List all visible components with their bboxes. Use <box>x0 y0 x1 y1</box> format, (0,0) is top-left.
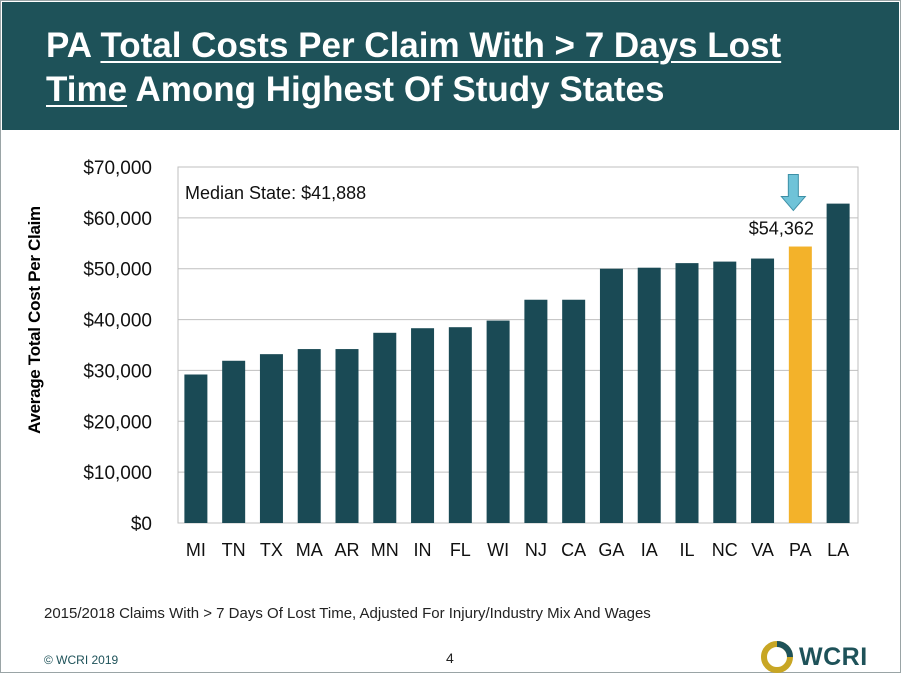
x-tick-label: LA <box>827 540 849 560</box>
title-part-2: Among Highest Of Study States <box>127 70 665 109</box>
wcri-logo: WCRI <box>760 640 868 674</box>
bar-il <box>675 263 699 523</box>
y-tick-label: $0 <box>131 514 152 535</box>
wcri-logo-icon <box>761 641 793 673</box>
bar-ia <box>637 267 661 523</box>
bar-nc <box>713 261 737 523</box>
y-tick-label: $10,000 <box>83 463 152 484</box>
y-tick-label: $30,000 <box>83 361 152 382</box>
x-tick-label: IL <box>679 540 694 560</box>
bar-la <box>826 203 850 524</box>
copyright: © WCRI 2019 <box>44 653 119 667</box>
title-part-1: PA <box>46 26 101 65</box>
x-tick-label: NC <box>712 540 738 560</box>
bar-va <box>751 258 775 523</box>
bar-mn <box>373 332 397 523</box>
bar-nj <box>524 299 548 523</box>
x-tick-label: TN <box>222 540 246 560</box>
x-tick-label: MA <box>296 540 323 560</box>
logo-text: WCRI <box>799 642 868 671</box>
x-tick-label: TX <box>260 540 283 560</box>
x-tick-label: IA <box>641 540 658 560</box>
plot-area-border <box>177 166 859 524</box>
bar-pa <box>788 246 812 523</box>
bar-tx <box>259 354 283 523</box>
y-tick-label: $20,000 <box>83 412 152 433</box>
footnote: 2015/2018 Claims With > 7 Days Of Lost T… <box>44 605 651 622</box>
x-tick-label: NJ <box>525 540 547 560</box>
y-tick-label: $40,000 <box>83 311 152 332</box>
slide-title: PA Total Costs Per Claim With > 7 Days L… <box>46 24 866 112</box>
header-banner: PA Total Costs Per Claim With > 7 Days L… <box>2 2 899 130</box>
x-tick-label: MI <box>186 540 206 560</box>
bar-ga <box>599 268 623 523</box>
bar-in <box>411 328 435 523</box>
median-annotation: Median State: $41,888 <box>185 183 367 203</box>
x-tick-label: FL <box>450 540 471 560</box>
x-tick-label: GA <box>598 540 624 560</box>
y-tick-label: $50,000 <box>83 260 152 281</box>
highlight-data-label: $54,362 <box>749 219 814 239</box>
title-underlined-2: Time <box>46 70 128 109</box>
bar-chart: $0 $10,000 $20,000 $30,000 $40,000 $50,000 $60… <box>83 158 859 560</box>
page-number: 4 <box>446 650 454 666</box>
bar-ca <box>562 299 586 523</box>
x-tick-label: CA <box>561 540 586 560</box>
highlight-arrow-icon <box>780 174 807 212</box>
bar-ar <box>335 349 359 523</box>
bar-fl <box>448 327 472 523</box>
bar-wi <box>486 320 510 523</box>
y-tick-label: $60,000 <box>83 209 152 230</box>
x-tick-label: MN <box>371 540 399 560</box>
bar-ma <box>297 349 321 523</box>
y-tick-label: $70,000 <box>83 158 152 179</box>
title-underlined-1: Total Costs Per Claim With > 7 Days Lost <box>100 26 782 65</box>
x-tick-label: WI <box>487 540 509 560</box>
bar-mi <box>184 374 208 523</box>
x-tick-label: IN <box>414 540 432 560</box>
x-tick-label: PA <box>789 540 812 560</box>
x-tick-label: VA <box>751 540 774 560</box>
bar-tn <box>222 360 246 523</box>
x-tick-label: AR <box>334 540 359 560</box>
